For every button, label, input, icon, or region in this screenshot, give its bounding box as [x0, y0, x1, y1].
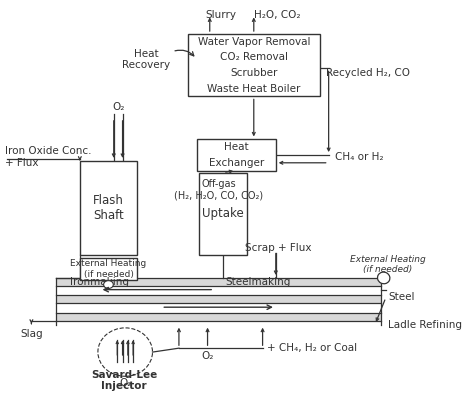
- Text: (if needed): (if needed): [83, 270, 133, 279]
- Text: Recycled H₂, CO: Recycled H₂, CO: [327, 68, 410, 78]
- Text: Heat: Heat: [224, 142, 248, 152]
- Text: Savard-Lee
Injector: Savard-Lee Injector: [91, 369, 157, 391]
- Ellipse shape: [104, 280, 113, 288]
- Text: Steelmaking: Steelmaking: [226, 277, 291, 287]
- Text: CH₄ or H₂: CH₄ or H₂: [335, 152, 384, 162]
- Text: CO₂ Removal: CO₂ Removal: [220, 52, 288, 62]
- Text: Iron Oxide Conc.
+ Flux: Iron Oxide Conc. + Flux: [5, 146, 91, 168]
- Text: O₂: O₂: [119, 378, 131, 388]
- Text: Scrubber: Scrubber: [230, 68, 277, 78]
- Text: O₂: O₂: [201, 351, 214, 361]
- Bar: [55, 296, 382, 303]
- Bar: [197, 139, 276, 171]
- Text: Scrap + Flux: Scrap + Flux: [245, 243, 311, 253]
- Text: External Heating: External Heating: [70, 259, 146, 268]
- Text: Ladle Refining: Ladle Refining: [388, 320, 462, 330]
- Text: O₂: O₂: [112, 102, 124, 112]
- Text: Off-gas
(H₂, H₂O, CO, CO₂): Off-gas (H₂, H₂O, CO, CO₂): [174, 179, 263, 201]
- Text: Heat
Recovery: Heat Recovery: [122, 49, 170, 70]
- Text: H₂O, CO₂: H₂O, CO₂: [254, 10, 301, 20]
- Text: + CH₄, H₂ or Coal: + CH₄, H₂ or Coal: [267, 343, 357, 353]
- Text: Flash
Shaft: Flash Shaft: [93, 194, 124, 222]
- Text: Steel: Steel: [388, 292, 415, 302]
- Ellipse shape: [377, 272, 390, 284]
- Text: Slag: Slag: [20, 329, 43, 339]
- Bar: [55, 313, 382, 321]
- Text: Waste Heat Boiler: Waste Heat Boiler: [207, 84, 301, 94]
- Text: Ironmaking: Ironmaking: [70, 277, 129, 287]
- Bar: [80, 161, 137, 255]
- Text: Uptake: Uptake: [202, 207, 244, 220]
- Text: Slurry: Slurry: [205, 10, 236, 20]
- Bar: [80, 259, 137, 280]
- Bar: [55, 278, 382, 286]
- Bar: [188, 34, 320, 97]
- Text: Water Vapor Removal: Water Vapor Removal: [198, 37, 310, 47]
- Text: External Heating
(if needed): External Heating (if needed): [350, 255, 426, 274]
- Bar: [199, 172, 247, 255]
- Text: Exchanger: Exchanger: [209, 158, 264, 168]
